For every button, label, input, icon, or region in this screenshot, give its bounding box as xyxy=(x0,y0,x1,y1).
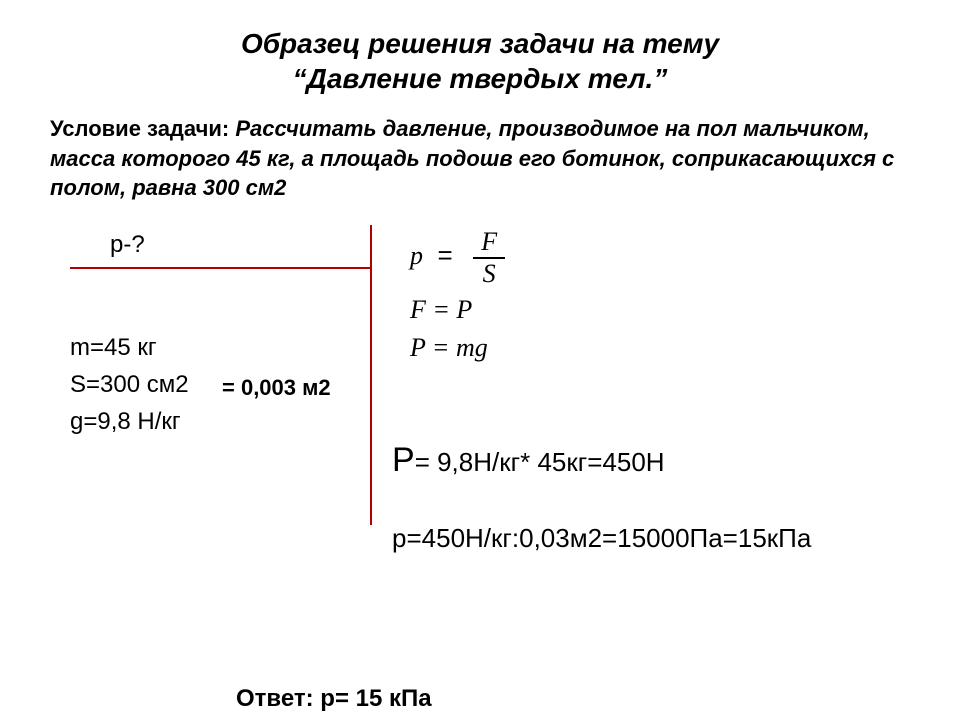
find-unknown: p-? xyxy=(110,231,145,259)
formula-force: F = P xyxy=(410,295,505,325)
given-g: g=9,8 Н/кг xyxy=(70,403,189,440)
formula-weight: P = mg xyxy=(410,333,505,363)
given-s-converted: = 0,003 м2 xyxy=(222,375,331,401)
calc-weight-symbol: P xyxy=(392,441,415,479)
fraction-denominator: S xyxy=(473,259,505,287)
title-line-1: Образец решения задачи на тему xyxy=(241,28,719,59)
divider-horizontal xyxy=(70,267,370,269)
problem-lead: Условие задачи: xyxy=(50,116,235,141)
solution-area: p-? m=45 кг S=300 см2 g=9,8 Н/кг = 0,003… xyxy=(40,225,920,575)
given-m: m=45 кг xyxy=(70,329,189,366)
formula-block: p = F S F = P P = mg xyxy=(410,221,505,371)
fraction-numerator: F xyxy=(473,229,505,259)
answer-block: Ответ: p= 15 кПа xyxy=(236,684,466,714)
given-s: S=300 см2 xyxy=(70,366,189,403)
fraction: F S xyxy=(473,229,505,287)
slide: Образец решения задачи на тему “Давление… xyxy=(0,0,960,720)
page-title: Образец решения задачи на тему “Давление… xyxy=(40,26,920,96)
title-line-2: “Давление твердых тел.” xyxy=(293,63,668,94)
problem-statement: Условие задачи: Рассчитать давление, про… xyxy=(50,114,920,203)
given-block: m=45 кг S=300 см2 g=9,8 Н/кг xyxy=(70,329,189,441)
formula-pressure: p = F S xyxy=(410,229,505,287)
calc-pressure-line: p=450Н/кг:0,03м2=15000Па=15кПа xyxy=(392,523,811,554)
calc-weight-value: = 9,8Н/кг* 45кг=450Н xyxy=(415,447,665,477)
equals-icon: = xyxy=(438,240,453,270)
divider-vertical xyxy=(370,225,372,525)
formula-p-lhs: p xyxy=(410,241,423,270)
calc-weight-line: P= 9,8Н/кг* 45кг=450Н xyxy=(392,441,665,480)
